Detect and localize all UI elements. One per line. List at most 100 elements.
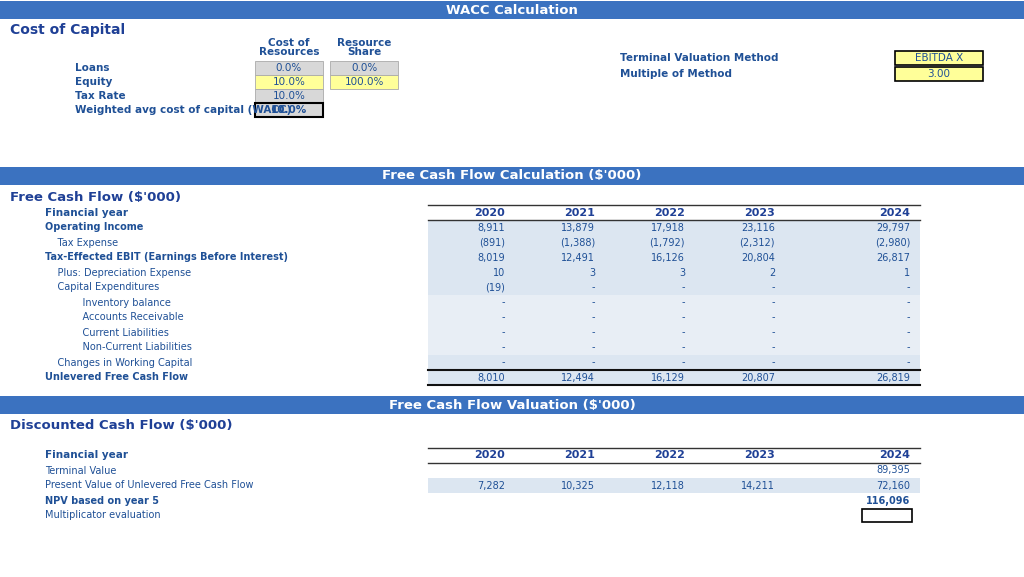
Text: 13,879: 13,879 bbox=[561, 223, 595, 233]
Text: Cost of: Cost of bbox=[268, 38, 309, 48]
Bar bbox=[862, 509, 912, 522]
Text: (1,792): (1,792) bbox=[649, 238, 685, 248]
Text: -: - bbox=[592, 343, 595, 353]
Text: 2020: 2020 bbox=[474, 451, 505, 460]
Text: 2024: 2024 bbox=[879, 208, 910, 218]
Text: 116,096: 116,096 bbox=[865, 496, 910, 505]
Bar bbox=[428, 370, 920, 385]
Text: -: - bbox=[906, 298, 910, 308]
Text: 3: 3 bbox=[589, 268, 595, 278]
Text: WACC Calculation: WACC Calculation bbox=[446, 3, 578, 17]
Text: 72,160: 72,160 bbox=[876, 481, 910, 490]
Text: -: - bbox=[592, 283, 595, 293]
Text: 7,282: 7,282 bbox=[477, 481, 505, 490]
Text: 12,118: 12,118 bbox=[651, 481, 685, 490]
Text: -: - bbox=[502, 298, 505, 308]
Text: 20,804: 20,804 bbox=[741, 253, 775, 263]
Bar bbox=[428, 295, 920, 310]
Text: -: - bbox=[906, 328, 910, 338]
Text: 8,911: 8,911 bbox=[477, 223, 505, 233]
Text: -: - bbox=[906, 283, 910, 293]
Text: 8,010: 8,010 bbox=[477, 373, 505, 383]
Text: NPV based on year 5: NPV based on year 5 bbox=[45, 496, 159, 505]
Text: Tax Expense: Tax Expense bbox=[45, 238, 118, 248]
Text: 10.0%: 10.0% bbox=[272, 77, 305, 87]
Text: 1: 1 bbox=[904, 268, 910, 278]
Text: Multiplicator evaluation: Multiplicator evaluation bbox=[45, 511, 161, 520]
Text: Terminal Valuation Method: Terminal Valuation Method bbox=[620, 53, 778, 63]
Text: EBITDA X: EBITDA X bbox=[914, 53, 964, 63]
Text: 10,325: 10,325 bbox=[561, 481, 595, 490]
Text: Current Liabilities: Current Liabilities bbox=[45, 328, 169, 338]
Text: 29,797: 29,797 bbox=[876, 223, 910, 233]
Text: -: - bbox=[592, 313, 595, 323]
Text: Share: Share bbox=[347, 47, 381, 57]
Text: 2023: 2023 bbox=[744, 451, 775, 460]
Text: Loans: Loans bbox=[75, 63, 110, 73]
Text: 20,807: 20,807 bbox=[741, 373, 775, 383]
Text: -: - bbox=[592, 358, 595, 368]
Text: Non-Current Liabilities: Non-Current Liabilities bbox=[45, 343, 191, 353]
Text: -: - bbox=[682, 343, 685, 353]
Text: 2021: 2021 bbox=[564, 451, 595, 460]
Text: 2021: 2021 bbox=[564, 208, 595, 218]
Bar bbox=[255, 89, 323, 103]
Text: 14,211: 14,211 bbox=[741, 481, 775, 490]
Text: 17,918: 17,918 bbox=[651, 223, 685, 233]
Text: Accounts Receivable: Accounts Receivable bbox=[45, 313, 183, 323]
Text: 89,395: 89,395 bbox=[877, 466, 910, 475]
Text: 2023: 2023 bbox=[744, 208, 775, 218]
Bar bbox=[895, 51, 983, 65]
Text: 16,129: 16,129 bbox=[651, 373, 685, 383]
Bar bbox=[255, 75, 323, 89]
Text: -: - bbox=[592, 298, 595, 308]
Text: -: - bbox=[771, 313, 775, 323]
Bar bbox=[428, 310, 920, 325]
Bar bbox=[0, 1, 1024, 19]
Text: -: - bbox=[906, 343, 910, 353]
Bar bbox=[428, 250, 920, 265]
Text: -: - bbox=[906, 358, 910, 368]
Text: Equity: Equity bbox=[75, 77, 113, 87]
Text: -: - bbox=[502, 313, 505, 323]
Text: 10.0%: 10.0% bbox=[272, 91, 305, 101]
Bar bbox=[428, 325, 920, 340]
Text: 2020: 2020 bbox=[474, 208, 505, 218]
Text: 2022: 2022 bbox=[654, 451, 685, 460]
Text: 3.00: 3.00 bbox=[928, 69, 950, 79]
Text: Capital Expenditures: Capital Expenditures bbox=[45, 283, 160, 293]
Text: Resources: Resources bbox=[259, 47, 319, 57]
Bar bbox=[428, 355, 920, 370]
Text: (2,312): (2,312) bbox=[739, 238, 775, 248]
Text: -: - bbox=[502, 328, 505, 338]
Text: 2: 2 bbox=[769, 268, 775, 278]
Text: 2024: 2024 bbox=[879, 451, 910, 460]
Bar bbox=[0, 167, 1024, 185]
Text: 10: 10 bbox=[493, 268, 505, 278]
Text: 3: 3 bbox=[679, 268, 685, 278]
Text: Terminal Value: Terminal Value bbox=[45, 466, 117, 475]
Text: 2022: 2022 bbox=[654, 208, 685, 218]
Text: 100.0%: 100.0% bbox=[344, 77, 384, 87]
Text: 7x: 7x bbox=[881, 511, 893, 520]
Text: Operating Income: Operating Income bbox=[45, 223, 143, 233]
Text: 0.0%: 0.0% bbox=[351, 63, 377, 73]
Text: Tax-Effected EBIT (Earnings Before Interest): Tax-Effected EBIT (Earnings Before Inter… bbox=[45, 253, 288, 263]
Text: Multiple of Method: Multiple of Method bbox=[620, 69, 732, 79]
Text: 23,116: 23,116 bbox=[741, 223, 775, 233]
Bar bbox=[428, 280, 920, 295]
Bar bbox=[428, 220, 920, 235]
Text: Changes in Working Capital: Changes in Working Capital bbox=[45, 358, 193, 368]
Text: Inventory balance: Inventory balance bbox=[45, 298, 171, 308]
Text: Financial year: Financial year bbox=[45, 451, 128, 460]
Text: -: - bbox=[502, 358, 505, 368]
Text: Present Value of Unlevered Free Cash Flow: Present Value of Unlevered Free Cash Flo… bbox=[45, 481, 254, 490]
Text: Free Cash Flow ($'000): Free Cash Flow ($'000) bbox=[10, 190, 181, 204]
Text: -: - bbox=[682, 328, 685, 338]
Text: 26,817: 26,817 bbox=[876, 253, 910, 263]
Text: Tax Rate: Tax Rate bbox=[75, 91, 126, 101]
Text: Resource: Resource bbox=[337, 38, 391, 48]
Text: (891): (891) bbox=[479, 238, 505, 248]
Text: -: - bbox=[682, 298, 685, 308]
Text: Unlevered Free Cash Flow: Unlevered Free Cash Flow bbox=[45, 373, 188, 383]
